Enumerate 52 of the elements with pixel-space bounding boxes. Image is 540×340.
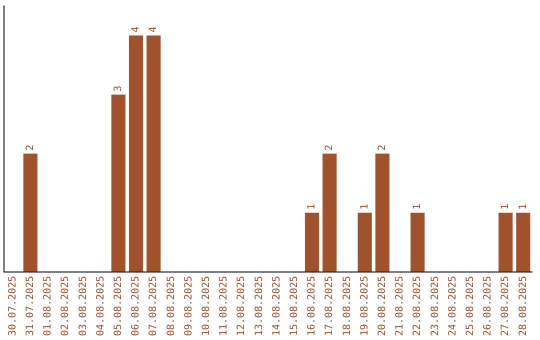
x-tick-label: 30.07.2025 <box>7 276 18 336</box>
x-tick-label: 24.08.2025 <box>447 276 458 336</box>
data-label: 3 <box>112 86 124 92</box>
bar <box>375 154 390 272</box>
x-tick-label: 14.08.2025 <box>271 276 282 336</box>
data-label: 1 <box>359 204 370 210</box>
bar <box>111 94 126 272</box>
bar <box>358 212 372 272</box>
x-tick-label: 19.08.2025 <box>359 276 370 336</box>
x-tick-label: 20.08.2025 <box>376 276 388 336</box>
data-label: 4 <box>130 26 142 33</box>
x-tick-label: 16.08.2025 <box>306 276 318 336</box>
data-label: 2 <box>376 144 388 151</box>
x-tick-label: 05.08.2025 <box>112 276 124 336</box>
x-tick-label: 22.08.2025 <box>412 276 424 336</box>
x-tick-label: 13.08.2025 <box>254 276 265 336</box>
x-tick-label: 28.08.2025 <box>518 276 529 336</box>
bar <box>146 36 161 272</box>
x-tick-label: 09.08.2025 <box>183 276 194 336</box>
data-label: 1 <box>500 204 512 210</box>
data-label: 1 <box>412 204 424 210</box>
x-tick-label: 02.08.2025 <box>60 276 72 336</box>
x-tick-label: 27.08.2025 <box>500 276 512 336</box>
x-tick-label: 18.08.2025 <box>342 276 353 336</box>
x-tick-label: 26.08.2025 <box>482 276 494 336</box>
x-tick-label: 10.08.2025 <box>200 276 212 336</box>
data-label: 1 <box>306 204 318 210</box>
data-label: 2 <box>324 144 336 151</box>
x-tick-label: 12.08.2025 <box>236 276 248 336</box>
x-tick-label: 07.08.2025 <box>148 276 160 336</box>
data-label: 1 <box>518 204 529 210</box>
bar <box>498 212 513 272</box>
bar <box>322 154 337 272</box>
x-tick-label: 17.08.2025 <box>324 276 336 336</box>
bar <box>23 154 38 272</box>
x-tick-label: 01.08.2025 <box>42 276 54 336</box>
x-tick-label: 23.08.2025 <box>430 276 441 336</box>
x-tick-label: 08.08.2025 <box>166 276 177 336</box>
x-tick-label: 15.08.2025 <box>288 276 300 336</box>
x-tick-label: 21.08.2025 <box>394 276 406 336</box>
x-tick-label: 03.08.2025 <box>78 276 89 336</box>
data-label: 2 <box>24 144 36 151</box>
x-tick-label: 04.08.2025 <box>95 276 106 336</box>
x-tick-label: 25.08.2025 <box>464 276 476 336</box>
bar <box>410 212 425 272</box>
x-tick-label: 06.08.2025 <box>130 276 142 336</box>
data-label: 4 <box>148 26 160 33</box>
bar <box>128 36 144 272</box>
bar <box>304 212 320 272</box>
bar <box>516 212 530 272</box>
x-tick-label: 11.08.2025 <box>218 276 230 336</box>
x-tick-label: 31.07.2025 <box>24 276 36 336</box>
